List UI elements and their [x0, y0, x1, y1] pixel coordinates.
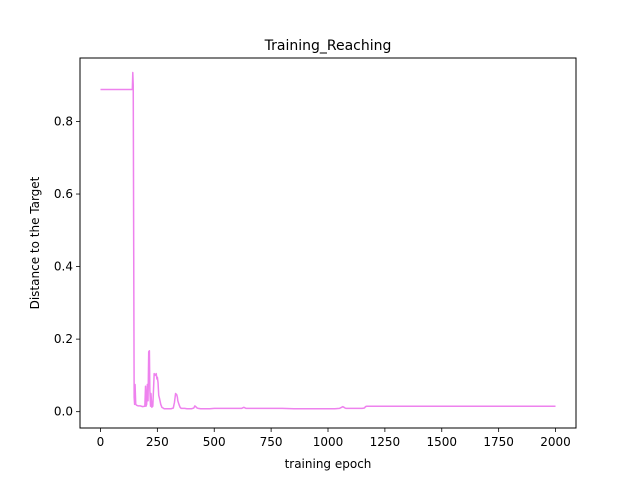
y-tick-label: 0.4 — [54, 260, 73, 274]
series-line-0 — [100, 71, 556, 410]
x-tick-label: 0 — [97, 435, 105, 449]
axes-frame — [79, 57, 577, 429]
axis-ticks: 0 250 500 750 1000 1250 1500 1750 2000 0.0 0.2 0.4 0… — [54, 114, 571, 449]
y-axis-label: Distance to the Target — [28, 176, 42, 309]
x-tick-label: 500 — [203, 435, 226, 449]
x-tick-label: 250 — [146, 435, 169, 449]
y-tick-label: 0.8 — [54, 114, 73, 128]
chart-title: Training_Reaching — [264, 38, 392, 54]
x-tick-label: 1750 — [483, 435, 514, 449]
x-tick-label: 2000 — [540, 435, 571, 449]
y-tick-label: 0.6 — [54, 187, 73, 201]
x-tick-label: 1500 — [426, 435, 457, 449]
plot-area — [100, 71, 556, 410]
x-tick-label: 1250 — [370, 435, 401, 449]
x-tick-label: 1000 — [313, 435, 344, 449]
x-tick-label: 750 — [260, 435, 283, 449]
x-axis-label: training epoch — [285, 457, 372, 471]
y-tick-label: 0.0 — [54, 405, 73, 419]
y-tick-label: 0.2 — [54, 332, 73, 346]
